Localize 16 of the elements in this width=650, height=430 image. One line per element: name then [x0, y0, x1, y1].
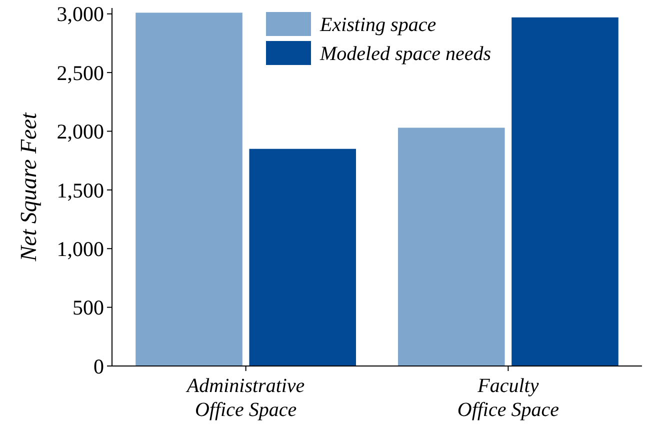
- legend-label: Modeled space needs: [319, 43, 492, 65]
- x-tick-label: Administrative Office Space: [184, 375, 305, 421]
- bar: [136, 12, 242, 366]
- y-axis-title: Net Square Feet: [16, 112, 41, 262]
- bar: [398, 128, 505, 366]
- bar: [249, 148, 356, 366]
- y-tick-label: 2,000: [56, 120, 104, 144]
- y-tick-label: 2,500: [56, 60, 104, 85]
- legend-label: Existing space: [319, 14, 436, 36]
- y-tick-label: 0: [94, 354, 104, 378]
- x-tick-label: Faculty Office Space: [457, 375, 560, 421]
- y-tick-label: 500: [72, 296, 104, 320]
- y-tick-label: 3,000: [56, 2, 104, 26]
- y-tick-label: 1,500: [56, 178, 104, 202]
- bar: [512, 17, 618, 366]
- y-tick-label: 1,000: [56, 236, 104, 261]
